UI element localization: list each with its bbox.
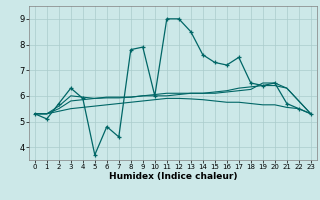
X-axis label: Humidex (Indice chaleur): Humidex (Indice chaleur) bbox=[108, 172, 237, 181]
